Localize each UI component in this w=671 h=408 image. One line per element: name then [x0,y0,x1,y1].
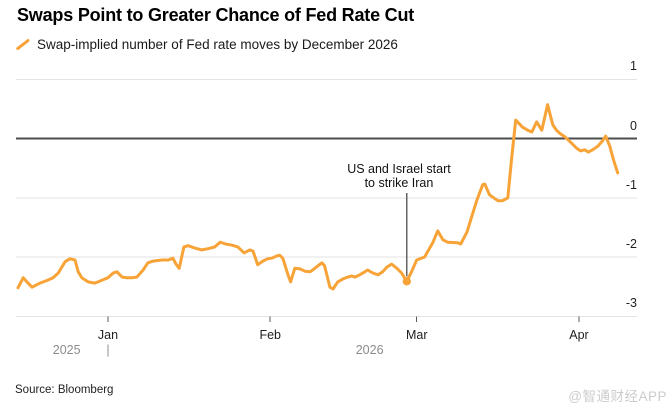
x-axis-label: Jan [97,328,119,342]
legend-label: Swap-implied number of Fed rate moves by… [37,37,398,52]
year-label-2026: 2026 [355,343,384,357]
year-separator: | [106,343,110,357]
event-annotation-text: US and Israel start to strike Iran [309,162,489,190]
y-axis-label: -2 [625,237,637,251]
x-axis-label: Apr [569,328,589,342]
y-axis-label: -1 [625,177,637,192]
annotation-line-1: US and Israel start [347,162,451,176]
y-axis-label: 1 [630,59,637,74]
source-label: Source: Bloomberg [15,384,114,396]
year-label-2025: 2025 [52,343,81,357]
y-axis-label: -3 [625,296,637,311]
x-axis-label: Feb [259,328,281,342]
x-axis-label: Mar [405,328,428,342]
series-line [16,103,620,291]
chart-title: Swaps Point to Greater Chance of Fed Rat… [17,5,415,25]
watermark-label: @智通财经APP [568,389,667,404]
event-marker-dot [402,277,412,286]
y-axis-label: 0 [630,118,637,133]
annotation-line-2: to strike Iran [364,175,434,190]
